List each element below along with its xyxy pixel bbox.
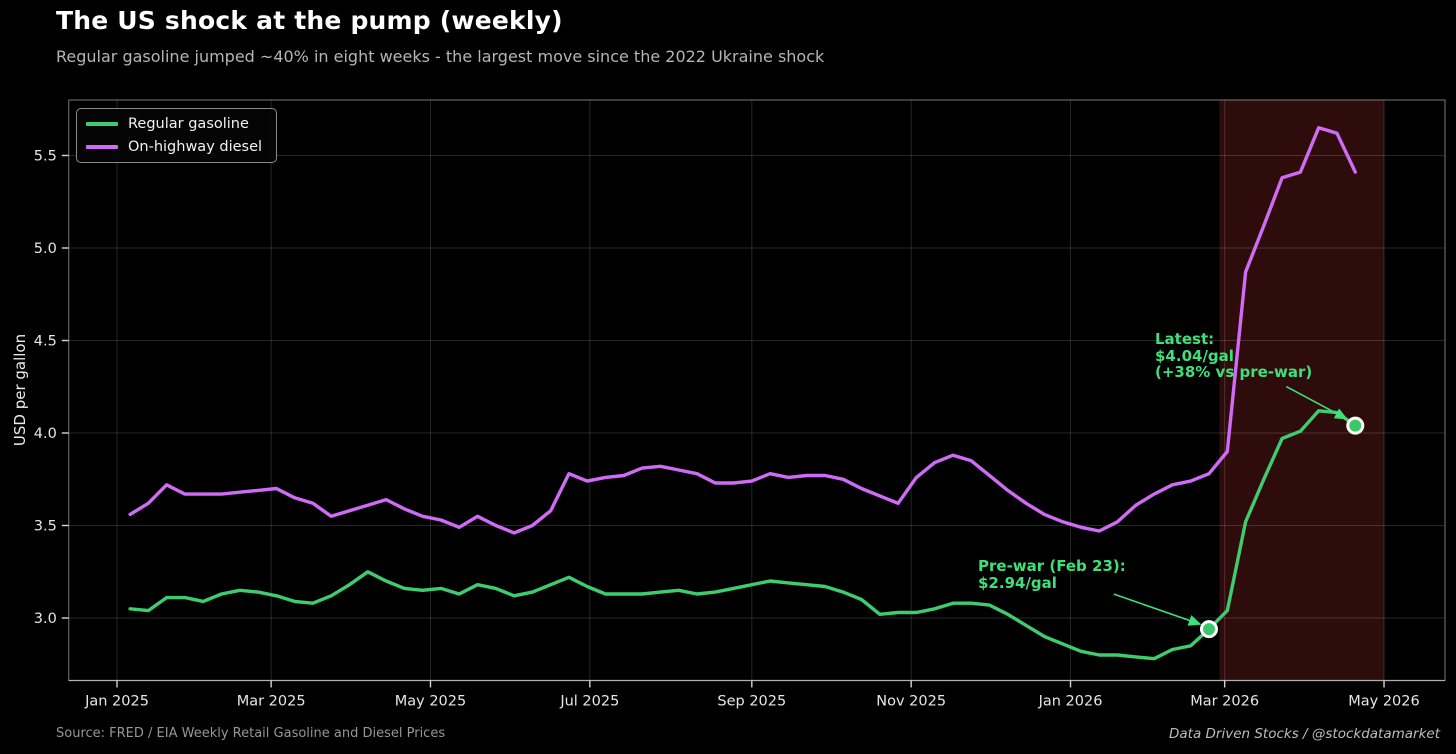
y-axis-label: USD per gallon <box>11 333 29 447</box>
legend: Regular gasoline On-highway diesel <box>76 108 277 163</box>
x-tick-label: Mar 2025 <box>237 694 306 710</box>
y-tick-label: 3.0 <box>34 611 57 627</box>
marker-latest <box>1346 416 1365 435</box>
y-tick-label: 4.5 <box>34 334 57 350</box>
diesel-line-swatch <box>86 145 118 149</box>
x-tick-label: May 2025 <box>395 694 467 710</box>
y-tick-label: 3.5 <box>34 519 57 535</box>
page-subtitle: Regular gasoline jumped ~40% in eight we… <box>56 47 825 66</box>
annotation-latest-price: Latest: $4.04/gal (+38% vs pre-war) <box>1155 330 1313 381</box>
x-tick-label: Nov 2025 <box>876 694 946 710</box>
legend-label-gasoline: Regular gasoline <box>128 116 249 132</box>
y-tick-label: 4.0 <box>34 426 57 442</box>
war-period-shade <box>1219 100 1385 681</box>
annotation-arrow-latest <box>1285 385 1348 420</box>
annotation-prewar-price: Pre-war (Feb 23): $2.94/gal <box>978 557 1126 592</box>
legend-label-diesel: On-highway diesel <box>128 139 263 155</box>
x-tick-label: May 2026 <box>1348 694 1420 710</box>
source-note: Source: FRED / EIA Weekly Retail Gasolin… <box>56 726 446 741</box>
x-tick-label: Jul 2025 <box>559 694 619 710</box>
marker-prewar <box>1199 620 1218 639</box>
x-tick-label: Mar 2026 <box>1190 694 1259 710</box>
legend-item-gasoline: Regular gasoline <box>86 116 268 132</box>
gasoline-line-swatch <box>86 122 118 126</box>
series-line-gasoline <box>128 409 1358 661</box>
page-title: The US shock at the pump (weekly) <box>56 6 563 35</box>
credit-note: Data Driven Stocks / @stockdatamarket <box>1168 726 1440 742</box>
x-tick-label: Jan 2025 <box>84 694 149 710</box>
y-tick-label: 5.5 <box>34 149 57 165</box>
legend-item-diesel: On-highway diesel <box>86 139 268 155</box>
x-tick-label: Jan 2026 <box>1038 694 1103 710</box>
series-line-diesel <box>128 125 1358 535</box>
annotation-arrow-prewar <box>1113 593 1202 626</box>
y-tick-label: 5.0 <box>34 241 57 257</box>
x-tick-label: Sep 2025 <box>717 694 786 710</box>
